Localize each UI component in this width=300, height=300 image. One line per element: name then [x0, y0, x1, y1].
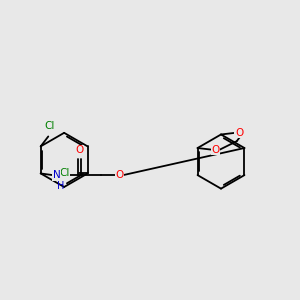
Text: Cl: Cl [59, 168, 70, 178]
Text: Cl: Cl [44, 121, 55, 131]
Text: O: O [115, 170, 123, 180]
Text: O: O [76, 145, 84, 155]
Text: N: N [53, 170, 60, 180]
Text: O: O [235, 128, 243, 138]
Text: H: H [57, 181, 64, 191]
Text: O: O [212, 145, 220, 155]
